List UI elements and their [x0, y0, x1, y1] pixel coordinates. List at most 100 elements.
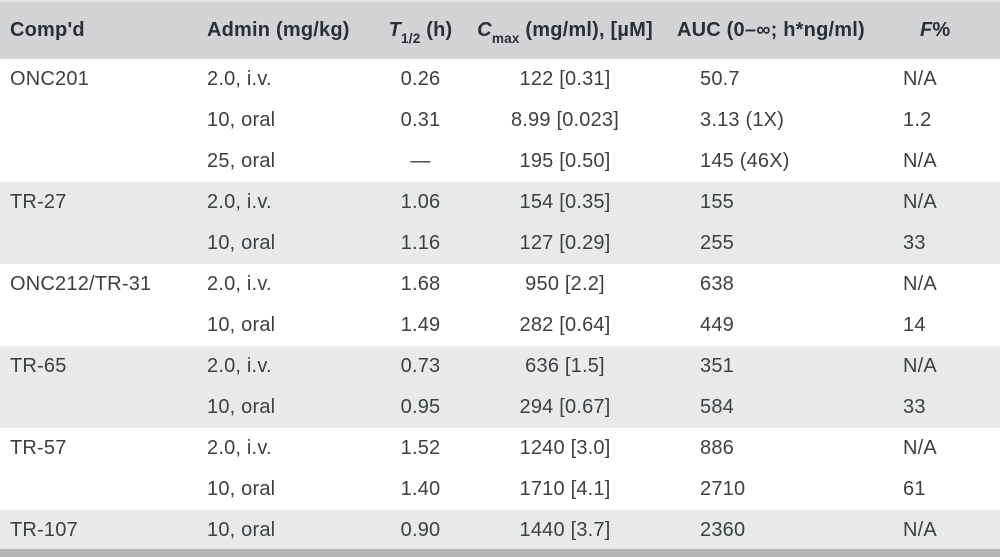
cell-t-half: 1.52: [400, 437, 441, 459]
table-row: TR-65 2.0, i.v. 0.73 636 [1.5] 351 N/A: [0, 346, 1000, 387]
cell-f-pct: N/A: [903, 273, 937, 295]
cell-cmax: 154 [0.35]: [458, 182, 672, 223]
cell-cmax: 122 [0.31]: [519, 68, 611, 90]
cell-auc: 449: [700, 314, 734, 336]
cell-auc: 145 (46X): [700, 150, 790, 172]
cell-cmax: 636 [1.5]: [458, 346, 672, 387]
header-t-half: T1/2 (h): [383, 0, 458, 59]
cell-cmax: 1240 [3.0]: [519, 437, 611, 459]
bottom-band: [0, 549, 1000, 557]
table-header: Comp'd Admin (mg/kg) T1/2 (h) Cmax (mg/m…: [0, 0, 1000, 59]
cell-auc: 351: [672, 346, 895, 387]
cell-f-pct: N/A: [903, 150, 937, 172]
cell-cmax: 950 [2.2]: [525, 273, 605, 295]
cell-compound: TR-57: [10, 437, 67, 459]
cell-compound: TR-65: [0, 346, 198, 387]
cell-f-pct: 14: [903, 314, 926, 336]
cell-compound: [0, 387, 198, 428]
cell-f-pct: N/A: [903, 437, 937, 459]
cell-auc: 2360: [672, 510, 895, 551]
t-half-symbol: T: [388, 19, 401, 41]
cell-compound: TR-27: [0, 182, 198, 223]
cell-t-half: 1.49: [400, 314, 441, 336]
table-row: 10, oral 1.16 127 [0.29] 255 33: [0, 223, 1000, 264]
cell-admin: 2.0, i.v.: [198, 182, 383, 223]
cmax-symbol: C: [477, 19, 492, 41]
cell-t-half: 0.26: [400, 68, 441, 90]
header-cmax: Cmax (mg/ml), [µM]: [458, 0, 672, 59]
cell-compound: [0, 223, 198, 264]
header-compound: Comp'd: [0, 0, 198, 59]
cell-t-half: 1.16: [383, 223, 458, 264]
cell-cmax: 8.99 [0.023]: [510, 109, 620, 131]
cell-f-pct: N/A: [903, 68, 937, 90]
table-row: TR-27 2.0, i.v. 1.06 154 [0.35] 155 N/A: [0, 182, 1000, 223]
cell-admin: 2.0, i.v.: [198, 346, 383, 387]
cell-admin: 10, oral: [198, 223, 383, 264]
cell-admin: 2.0, i.v.: [207, 68, 272, 90]
cmax-unit: (mg/ml), [µM]: [519, 19, 653, 41]
cell-f-pct: 33: [895, 223, 1000, 264]
cell-auc: 255: [672, 223, 895, 264]
cell-auc: 584: [672, 387, 895, 428]
cell-auc: 638: [700, 273, 734, 295]
table-row: 25, oral — 195 [0.50] 145 (46X) N/A: [0, 141, 1000, 182]
table-row: TR-107 10, oral 0.90 1440 [3.7] 2360 N/A: [0, 510, 1000, 551]
table-row: 10, oral 0.31 8.99 [0.023] 3.13 (1X) 1.2: [0, 100, 1000, 141]
table-row: 10, oral 1.49 282 [0.64] 449 14: [0, 305, 1000, 346]
cell-auc: 155: [672, 182, 895, 223]
cell-compound: [0, 305, 198, 346]
t-half-unit: (h): [420, 19, 453, 41]
cell-compound: TR-107: [0, 510, 198, 551]
cell-cmax: 1710 [4.1]: [519, 478, 611, 500]
cell-t-half: 1.68: [400, 273, 441, 295]
cell-admin: 25, oral: [207, 150, 276, 172]
f-percent-sign: %: [932, 19, 951, 41]
cell-t-half: —: [410, 150, 431, 172]
cell-cmax: 1440 [3.7]: [458, 510, 672, 551]
cell-t-half: 0.31: [400, 109, 441, 131]
cell-compound: ONC201: [10, 68, 90, 90]
cell-f-pct: N/A: [895, 510, 1000, 551]
cell-compound: [0, 141, 198, 182]
table-row: 10, oral 1.40 1710 [4.1] 2710 61: [0, 469, 1000, 510]
cell-cmax: 294 [0.67]: [458, 387, 672, 428]
cell-cmax: 195 [0.50]: [519, 150, 611, 172]
cell-auc: 50.7: [700, 68, 740, 90]
cmax-subscript: max: [491, 31, 520, 47]
table-row: TR-57 2.0, i.v. 1.52 1240 [3.0] 886 N/A: [0, 428, 1000, 469]
cell-admin: 10, oral: [207, 109, 276, 131]
cell-f-pct: N/A: [895, 346, 1000, 387]
cell-auc: 3.13 (1X): [700, 109, 785, 131]
cell-compound: ONC212/TR-31: [10, 273, 152, 295]
cell-t-half: 0.90: [383, 510, 458, 551]
cell-t-half: 1.40: [400, 478, 441, 500]
cell-f-pct: N/A: [895, 182, 1000, 223]
cell-compound: [0, 100, 198, 141]
cell-cmax: 127 [0.29]: [458, 223, 672, 264]
f-symbol: F: [920, 19, 933, 41]
header-row: Comp'd Admin (mg/kg) T1/2 (h) Cmax (mg/m…: [0, 0, 1000, 59]
cell-compound: [0, 469, 198, 510]
cell-admin: 2.0, i.v.: [207, 437, 272, 459]
cell-auc: 2710: [700, 478, 746, 500]
table-row: ONC212/TR-31 2.0, i.v. 1.68 950 [2.2] 638 N/A: [0, 264, 1000, 305]
cell-t-half: 0.95: [383, 387, 458, 428]
t-half-subscript: 1/2: [401, 31, 421, 47]
header-admin: Admin (mg/kg): [198, 0, 383, 59]
header-auc: AUC (0–∞; h*ng/ml): [672, 0, 895, 59]
table-row: ONC201 2.0, i.v. 0.26 122 [0.31] 50.7 N/A: [0, 59, 1000, 100]
cell-f-pct: 1.2: [903, 109, 932, 131]
cell-admin: 10, oral: [207, 478, 276, 500]
cell-admin: 10, oral: [198, 387, 383, 428]
cell-f-pct: 33: [895, 387, 1000, 428]
cell-auc: 886: [700, 437, 734, 459]
cell-admin: 2.0, i.v.: [207, 273, 272, 295]
header-f-pct: F%: [895, 0, 1000, 59]
cell-t-half: 0.73: [383, 346, 458, 387]
cell-f-pct: 61: [903, 478, 926, 500]
cell-admin: 10, oral: [198, 510, 383, 551]
cell-t-half: 1.06: [383, 182, 458, 223]
